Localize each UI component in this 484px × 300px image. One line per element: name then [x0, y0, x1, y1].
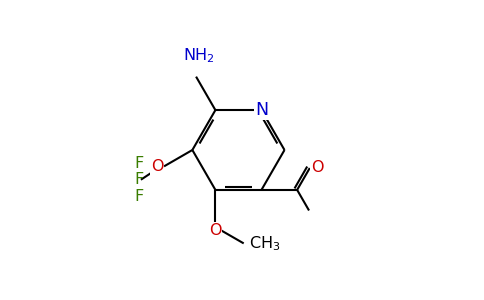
Text: O: O	[209, 223, 222, 238]
Text: F: F	[135, 189, 144, 204]
Text: F: F	[135, 172, 144, 187]
Text: F: F	[135, 156, 144, 171]
Text: O: O	[311, 160, 323, 175]
Text: N: N	[255, 101, 268, 119]
Text: NH$_2$: NH$_2$	[183, 46, 215, 65]
Text: CH$_3$: CH$_3$	[249, 234, 281, 253]
Text: O: O	[151, 159, 164, 174]
